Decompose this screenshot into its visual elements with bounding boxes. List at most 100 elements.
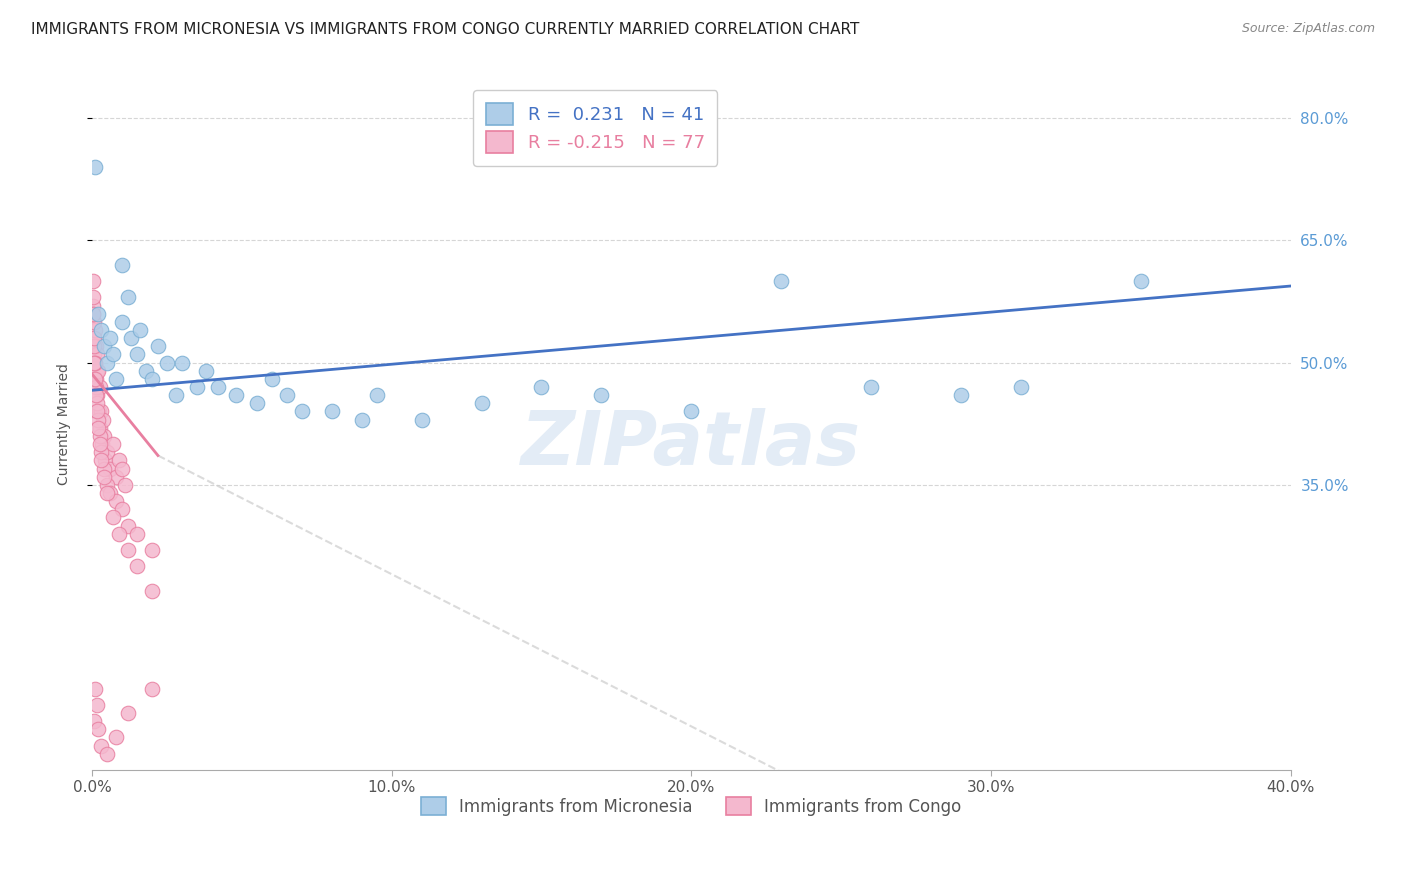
Point: [84, 356, 107, 370]
Point: [86, 364, 108, 378]
Point: [141, 372, 163, 386]
Point: [125, 347, 148, 361]
Point: [108, 453, 131, 467]
Point: [86, 388, 108, 402]
Point: [84, 388, 107, 402]
Point: [156, 356, 179, 370]
Point: [83, 315, 105, 329]
Point: [86, 698, 108, 712]
Point: [117, 290, 139, 304]
Point: [96, 747, 118, 761]
Point: [83, 356, 105, 370]
Point: [84, 339, 107, 353]
Point: [186, 380, 208, 394]
Point: [86, 404, 108, 418]
Text: ZIPatlas: ZIPatlas: [522, 408, 862, 481]
Point: [82, 307, 104, 321]
Point: [93, 461, 115, 475]
Point: [84, 681, 107, 696]
Point: [89, 429, 111, 443]
Point: [82, 274, 104, 288]
Point: [89, 380, 111, 394]
Point: [104, 494, 127, 508]
Point: [104, 469, 127, 483]
Point: [86, 396, 108, 410]
Point: [1129, 274, 1152, 288]
Point: [411, 412, 433, 426]
Point: [84, 380, 107, 394]
Point: [860, 380, 883, 394]
Point: [108, 526, 131, 541]
Point: [87, 723, 110, 737]
Point: [96, 445, 118, 459]
Point: [366, 388, 388, 402]
Point: [194, 364, 217, 378]
Point: [141, 543, 163, 558]
Point: [96, 356, 118, 370]
Point: [83, 356, 105, 370]
Point: [87, 364, 110, 378]
Point: [101, 437, 124, 451]
Y-axis label: Currently Married: Currently Married: [58, 363, 72, 484]
Point: [82, 339, 104, 353]
Point: [260, 372, 283, 386]
Point: [93, 339, 115, 353]
Point: [96, 478, 118, 492]
Point: [949, 388, 972, 402]
Point: [111, 315, 134, 329]
Point: [90, 323, 112, 337]
Point: [84, 388, 107, 402]
Point: [90, 437, 112, 451]
Point: [114, 478, 136, 492]
Point: [591, 388, 613, 402]
Point: [83, 339, 105, 353]
Point: [83, 331, 105, 345]
Point: [84, 160, 107, 174]
Point: [350, 412, 373, 426]
Point: [141, 681, 163, 696]
Point: [83, 347, 105, 361]
Point: [470, 396, 492, 410]
Point: [681, 404, 703, 418]
Point: [135, 364, 157, 378]
Point: [83, 323, 105, 337]
Point: [82, 299, 104, 313]
Point: [83, 714, 105, 728]
Point: [86, 347, 108, 361]
Point: [98, 486, 121, 500]
Point: [84, 372, 107, 386]
Point: [82, 307, 104, 321]
Point: [93, 429, 115, 443]
Point: [84, 356, 107, 370]
Point: [207, 380, 229, 394]
Point: [90, 404, 112, 418]
Point: [84, 372, 107, 386]
Point: [82, 315, 104, 329]
Point: [225, 388, 247, 402]
Point: [86, 404, 108, 418]
Point: [104, 372, 127, 386]
Point: [1010, 380, 1032, 394]
Point: [94, 453, 117, 467]
Point: [129, 323, 152, 337]
Legend: Immigrants from Micronesia, Immigrants from Congo: Immigrants from Micronesia, Immigrants f…: [412, 789, 970, 824]
Point: [117, 518, 139, 533]
Point: [87, 307, 110, 321]
Point: [89, 437, 111, 451]
Point: [93, 469, 115, 483]
Point: [111, 502, 134, 516]
Point: [530, 380, 553, 394]
Point: [291, 404, 314, 418]
Point: [84, 372, 107, 386]
Point: [83, 372, 105, 386]
Point: [117, 543, 139, 558]
Point: [321, 404, 343, 418]
Point: [98, 331, 121, 345]
Point: [117, 706, 139, 720]
Point: [146, 339, 169, 353]
Point: [87, 421, 110, 435]
Point: [125, 559, 148, 574]
Point: [125, 526, 148, 541]
Point: [141, 583, 163, 598]
Point: [770, 274, 793, 288]
